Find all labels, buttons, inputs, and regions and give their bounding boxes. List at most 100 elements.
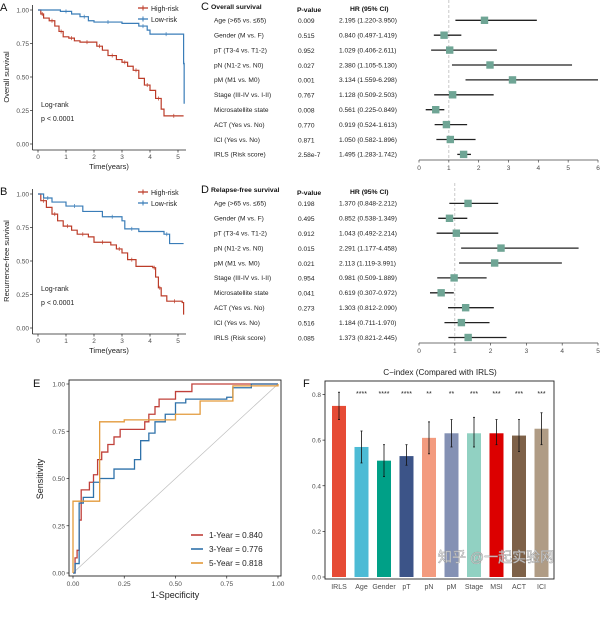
row-hr-ci: 1.050 (0.582-1.896) <box>339 137 397 144</box>
table-row: Age (>65 vs. ≤65) 0.198 1.370 (0.848-2.212… <box>214 199 499 208</box>
x-tick-label: 2 <box>489 348 493 355</box>
row-label: IRLS (Risk score) <box>214 152 266 159</box>
panel-label-E: E <box>33 378 40 390</box>
y-tick-label: 0.25 <box>16 292 29 299</box>
row-hr-ci: 2.291 (1.177-4.458) <box>339 245 397 252</box>
x-tick-label: Age <box>355 584 368 591</box>
hr-marker <box>508 76 517 84</box>
legend-label: 3-Year = 0.776 <box>209 545 263 554</box>
row-hr-ci: 2.113 (1.119-3.991) <box>339 260 396 267</box>
y-tick-label: 1.00 <box>16 7 29 14</box>
hr-marker <box>445 214 454 222</box>
hr-marker <box>464 199 472 208</box>
x-tick-label: 4 <box>148 154 152 161</box>
row-label: ICI (Yes vs. No) <box>214 320 260 327</box>
y-tick-label: 0.0 <box>312 575 321 582</box>
y-axis-title: Sensitivity <box>35 458 45 499</box>
significance-label: **** <box>379 391 390 398</box>
row-p-value: 0.767 <box>298 93 315 100</box>
y-tick-label: 0.4 <box>312 483 321 490</box>
row-p-value: 0.495 <box>298 216 315 223</box>
table-row: pM (M1 vs. M0) 0.001 3.134 (1.559-6.298) <box>214 76 598 85</box>
hr-marker <box>448 91 457 99</box>
row-p-value: 0.770 <box>298 122 315 129</box>
row-label: IRLS (Risk score) <box>214 335 266 342</box>
x-axis-title: Time(years) <box>89 162 129 171</box>
table-row: pN (N1-2 vs. N0) 0.015 2.291 (1.177-4.458) <box>214 244 579 253</box>
x-tick-label: 0.25 <box>118 581 131 588</box>
y-tick-label: 0.00 <box>52 571 65 578</box>
row-label: Stage (III-IV vs. I-II) <box>214 275 271 282</box>
significance-label: **** <box>356 391 367 398</box>
bar <box>512 435 526 577</box>
row-hr-ci: 0.919 (0.524-1.613) <box>339 122 397 129</box>
y-axis-title: Recurrence-free survival <box>2 220 11 302</box>
x-tick-label: MSI <box>490 584 503 591</box>
y-tick-label: 0.00 <box>16 325 29 332</box>
x-tick-label: 5 <box>176 154 180 161</box>
significance-label: **** <box>401 391 412 398</box>
legend-label: Low-risk <box>151 17 178 24</box>
y-tick-label: 0.75 <box>16 41 29 48</box>
hr-marker <box>461 304 470 312</box>
x-tick-label: 1.00 <box>272 581 285 588</box>
km-curve-high-risk <box>38 193 185 315</box>
row-label: Stage (III-IV vs. I-II) <box>214 92 271 99</box>
row-hr-ci: 1.303 (0.812-2.090) <box>339 305 397 312</box>
x-tick-label: pM <box>447 584 457 591</box>
bar <box>377 460 391 577</box>
table-row: IRLS (Risk score) 0.085 1.373 (0.821-2.445… <box>214 333 507 342</box>
x-tick-label: 2 <box>92 154 96 161</box>
table-row: Gender (M vs. F) 0.495 0.852 (0.538-1.349) <box>214 214 468 223</box>
row-p-value: 0.027 <box>298 63 315 70</box>
hr-marker <box>432 106 440 114</box>
x-tick-label: 3 <box>120 338 124 345</box>
km-curve-low-risk <box>38 9 185 104</box>
table-row: Microsatellite state 0.041 0.619 (0.307-0.… <box>214 289 454 298</box>
x-tick-label: 4 <box>148 338 152 345</box>
row-p-value: 0.015 <box>298 246 315 253</box>
hr-marker <box>497 244 505 252</box>
row-hr-ci: 0.561 (0.225-0.849) <box>339 107 397 114</box>
bar <box>422 437 436 577</box>
x-tick-label: 1 <box>64 154 68 161</box>
table-row: Microsatellite state 0.008 0.561 (0.225-0.… <box>214 106 445 115</box>
column-header-hr: HR (95% CI) <box>350 189 389 196</box>
annotation-log-rank: Log-rank <box>41 286 69 293</box>
column-header-hr: HR (95% CI) <box>350 6 389 13</box>
panel-label-C: C <box>201 1 209 13</box>
x-tick-label: 0 <box>417 348 421 355</box>
row-label: ICI (Yes vs. No) <box>214 137 260 144</box>
row-p-value: 0.515 <box>298 33 315 40</box>
bar-group-irls: IRLS <box>331 391 347 591</box>
table-title: Relapse-free survival <box>211 187 279 194</box>
y-tick-label: 0.50 <box>16 74 29 81</box>
y-tick-label: 0.75 <box>52 429 65 436</box>
x-tick-label: IRLS <box>331 584 347 591</box>
hr-marker <box>480 16 489 24</box>
row-p-value: 0.516 <box>298 320 315 327</box>
row-label: pN (N1-2 vs. N0) <box>214 245 263 252</box>
x-axis-title: 1-Specificity <box>151 590 200 600</box>
y-tick-label: 0.8 <box>312 392 321 399</box>
table-row: ACT (Yes vs. No) 0.770 0.919 (0.524-1.613) <box>214 120 468 129</box>
x-tick-label: 0 <box>417 165 421 172</box>
row-p-value: 0.871 <box>298 137 315 144</box>
row-p-value: 0.952 <box>298 48 315 55</box>
hr-marker <box>457 318 466 327</box>
row-hr-ci: 0.981 (0.509-1.889) <box>339 275 397 282</box>
table-row: Gender (M vs. F) 0.515 0.840 (0.497-1.419) <box>214 31 462 40</box>
column-header-p-value: P-value <box>297 190 321 197</box>
row-p-value: 0.008 <box>298 108 315 115</box>
table-row: ICI (Yes vs. No) 0.516 1.184 (0.711-1.970) <box>214 318 490 327</box>
row-p-value: 0.273 <box>298 306 315 313</box>
table-title: Overall survival <box>211 4 262 11</box>
hr-marker <box>459 150 468 159</box>
significance-label: ** <box>426 391 432 398</box>
row-hr-ci: 1.370 (0.848-2.212) <box>339 201 397 208</box>
hr-marker <box>490 259 499 267</box>
table-row: Stage (III-IV vs. I-II) 0.767 1.128 (0.509… <box>214 91 494 100</box>
y-tick-label: 0.50 <box>52 476 65 483</box>
